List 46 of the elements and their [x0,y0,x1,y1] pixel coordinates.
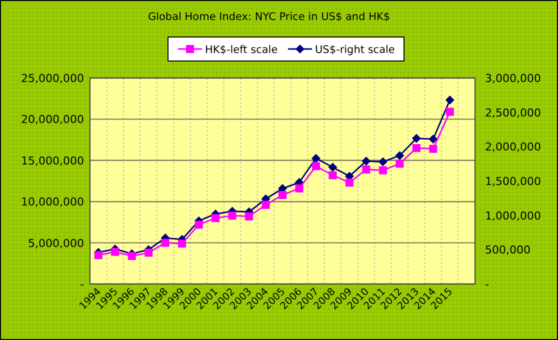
point [412,144,420,152]
point [128,252,136,260]
point [328,171,337,180]
point [378,166,387,174]
y-tick-label: - [80,278,84,291]
point [396,160,404,168]
y2-tick-label: 1,000,000 [485,209,541,222]
point [245,212,254,220]
y2-tick-label: 3,000,000 [485,72,541,85]
point [278,191,286,200]
point [328,162,338,172]
point [446,108,454,116]
point [212,214,220,222]
y2-tick-label: 2,500,000 [485,106,541,120]
y2-tick-label: 1,500,000 [485,175,541,188]
y-tick-label: 15,000,000 [21,154,84,168]
point [228,212,236,220]
point [445,95,454,104]
y-tick-label: 10,000,000 [21,196,84,209]
point [161,238,170,247]
y2-tick-label: - [485,278,489,291]
point [429,144,438,153]
point [378,157,388,166]
point [178,240,186,248]
point [312,162,320,170]
point [111,248,120,256]
y-tick-label: 5,000,000 [28,236,84,250]
point [428,134,438,144]
y-tick-label: 25,000,000 [21,72,84,85]
point [144,248,153,257]
legend-label: HK$-left scale [205,44,278,56]
point [94,251,102,260]
point [295,184,304,192]
point [362,156,371,166]
point [262,200,270,209]
point [345,178,354,187]
point [311,154,320,163]
point [412,134,421,143]
y2-tick-label: 500,000 [485,244,530,257]
y-tick-label: 20,000,000 [21,113,84,126]
point [395,151,404,160]
point [362,165,370,174]
y2-tick-label: 2,000,000 [485,140,541,154]
chart-title: Global Home Index: NYC Price in US$ and HK$ [148,11,390,23]
point [194,220,203,229]
legend-label: US$-right scale [315,44,395,56]
